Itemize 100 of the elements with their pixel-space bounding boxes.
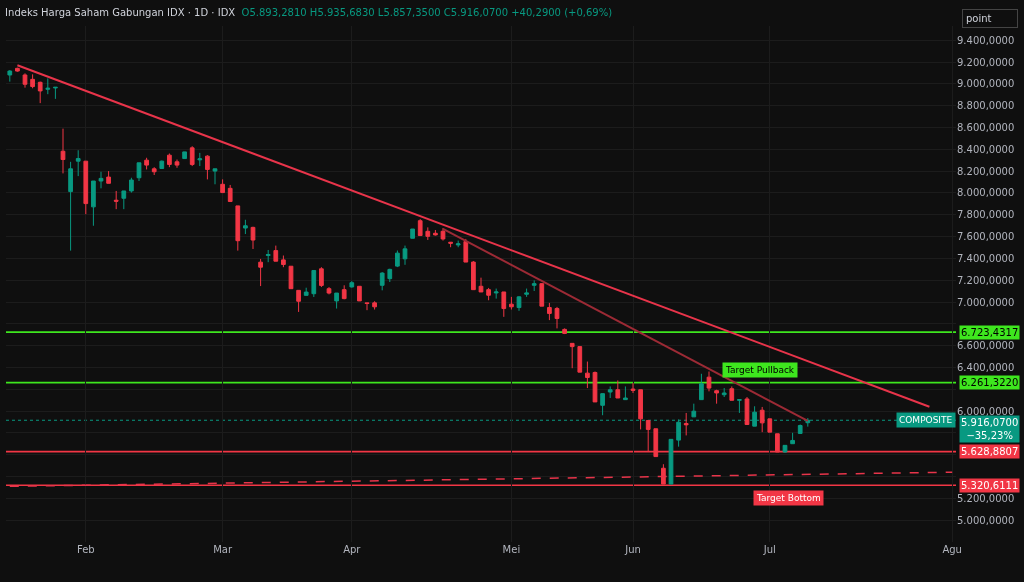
candlestick — [250, 226, 256, 250]
candlestick — [691, 403, 697, 418]
candlestick — [402, 245, 408, 266]
candlestick — [539, 282, 545, 307]
candlestick — [562, 327, 567, 335]
candlestick — [668, 438, 674, 485]
candlestick — [463, 238, 469, 263]
candlestick — [22, 72, 28, 89]
ref-line-label: 5.320,6111 — [961, 480, 1019, 491]
y-tick-label: 6.400,0000 — [957, 361, 1015, 373]
candlestick — [45, 77, 51, 95]
candlestick — [113, 190, 119, 210]
candlestick — [288, 265, 294, 290]
candlestick — [91, 180, 96, 227]
chart-subtitle: O5.893,2810 H5.935,6830 L5.857,3500 C5.916,0700 +40,2900 (+0,69%) — [241, 6, 613, 18]
candlestick — [767, 418, 773, 433]
candlestick — [243, 219, 248, 235]
chart-title: Indeks Harga Saham Gabungan IDX · 1D · IDX — [5, 6, 236, 18]
candlestick — [683, 412, 689, 436]
ref-line-label: 6.261,3220 — [961, 377, 1019, 388]
candlestick — [729, 385, 735, 401]
candlestick — [121, 190, 127, 210]
candlestick — [425, 226, 431, 241]
candlestick — [265, 249, 271, 263]
y-tick-label: 5.000,0000 — [957, 514, 1015, 526]
y-tick-label: 8.600,0000 — [957, 121, 1015, 133]
candlestick — [30, 73, 35, 89]
candlestick — [471, 260, 476, 291]
candlestick — [144, 157, 149, 170]
x-tick-label: Jun — [624, 544, 641, 555]
candlestick — [433, 229, 438, 237]
y-tick-label: 9.000,0000 — [957, 78, 1015, 90]
candlestick — [585, 361, 590, 389]
annotation: Target Pullback — [725, 365, 795, 375]
candlestick — [167, 153, 172, 168]
candlestick — [372, 300, 377, 311]
candlestick — [159, 160, 165, 169]
candlestick — [75, 149, 81, 177]
candlestick — [349, 280, 355, 289]
candlestick — [623, 385, 628, 401]
x-tick-label: Mei — [502, 544, 521, 555]
y-tick-label: 8.200,0000 — [957, 165, 1015, 177]
candlestick — [197, 152, 203, 167]
y-tick-label: 7.400,0000 — [957, 252, 1015, 264]
y-tick-label: 7.800,0000 — [957, 209, 1015, 221]
ref-line-label: 5.628,8807 — [961, 446, 1019, 457]
candlestick — [509, 296, 514, 311]
candlestick — [182, 151, 187, 160]
y-tick-label: 8.000,0000 — [957, 187, 1015, 199]
candlestick — [7, 69, 13, 83]
candlestick — [706, 370, 712, 392]
candlestick — [744, 396, 750, 426]
candlestick — [699, 373, 704, 401]
candlestick — [569, 342, 575, 369]
candlestick — [782, 444, 788, 454]
candlestick — [311, 269, 317, 298]
candlestick — [98, 171, 104, 189]
candlestick — [341, 284, 347, 300]
candlestick — [486, 287, 491, 301]
x-tick-label: Mar — [213, 544, 233, 555]
candlestick — [554, 306, 560, 329]
candlestick — [493, 288, 499, 300]
candlestick — [600, 393, 605, 416]
candlestick — [440, 227, 446, 242]
y-tick-label: 5.200,0000 — [957, 492, 1015, 504]
candlestick — [379, 271, 385, 291]
candlestick — [714, 390, 719, 405]
candlestick — [319, 266, 324, 288]
candlestick — [607, 385, 613, 399]
candlestick — [227, 184, 233, 203]
candlestick — [53, 86, 58, 100]
candlestick — [235, 205, 241, 252]
candlestick — [129, 177, 134, 194]
candlestick — [531, 279, 537, 292]
x-tick-label: Jul — [762, 544, 776, 555]
candlestick — [478, 277, 484, 293]
candlestick — [296, 289, 301, 313]
candlestick — [174, 159, 180, 169]
ref-line-label: 6.723,4317 — [961, 327, 1019, 338]
x-tick-label: Feb — [76, 544, 95, 555]
candlestick — [790, 432, 795, 445]
candlestick — [577, 346, 583, 373]
candlestick — [417, 218, 423, 237]
candlestick — [630, 382, 636, 394]
text: point — [966, 13, 992, 24]
candlestick — [592, 370, 598, 403]
candlestick — [395, 250, 400, 268]
candlestick — [410, 228, 415, 239]
y-tick-label: 7.200,0000 — [957, 274, 1015, 286]
candlestick — [273, 245, 279, 262]
candlestick — [136, 162, 142, 182]
candlestick — [83, 160, 89, 215]
candlestick — [334, 292, 339, 310]
candlestick — [501, 291, 507, 318]
candlestick — [615, 379, 621, 399]
candlestick — [516, 295, 522, 312]
y-tick-label: 8.800,0000 — [957, 100, 1015, 112]
y-tick-label: 6.600,0000 — [957, 340, 1015, 352]
candlestick — [737, 399, 742, 414]
x-tick-label: Apr — [343, 544, 362, 555]
